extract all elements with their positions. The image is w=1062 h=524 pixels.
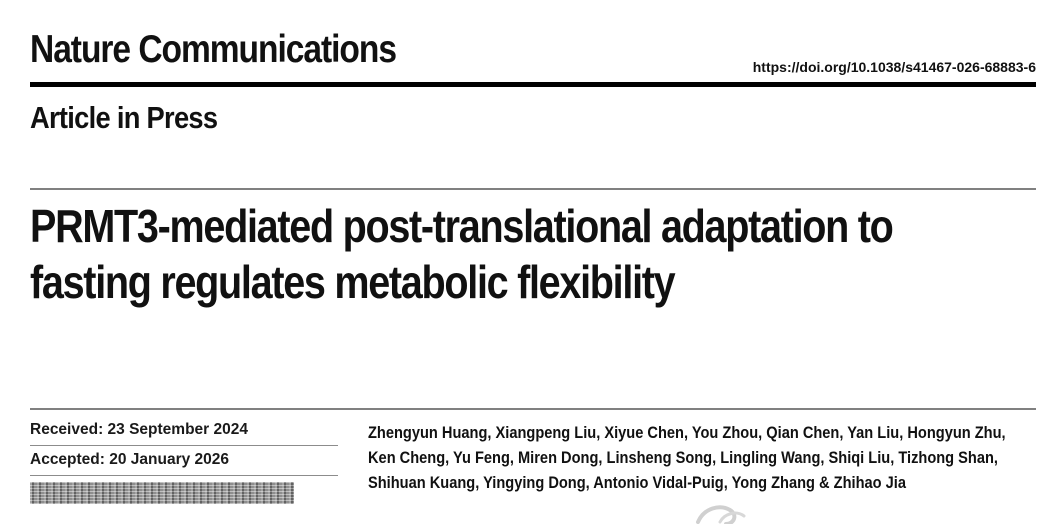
- article-status: Article in Press: [30, 100, 218, 135]
- header-rule: [30, 82, 1036, 87]
- metadata-rule: [30, 408, 1036, 410]
- doi-link[interactable]: https://doi.org/10.1038/s41467-026-68883…: [752, 59, 1036, 75]
- author-list: Zhengyun Huang, Xiangpeng Liu, Xiyue Che…: [368, 423, 1006, 492]
- accepted-date: Accepted: 20 January 2026: [30, 446, 338, 476]
- redacted-line: [30, 482, 294, 504]
- journal-name: Nature Communications: [30, 28, 397, 71]
- dates-column: Received: 23 September 2024 Accepted: 20…: [30, 416, 338, 504]
- title-top-rule: [30, 188, 1036, 190]
- watermark-logo-icon: [696, 505, 746, 524]
- received-date: Received: 23 September 2024: [30, 416, 338, 446]
- article-title: PRMT3-mediated post-translational adapta…: [30, 200, 894, 308]
